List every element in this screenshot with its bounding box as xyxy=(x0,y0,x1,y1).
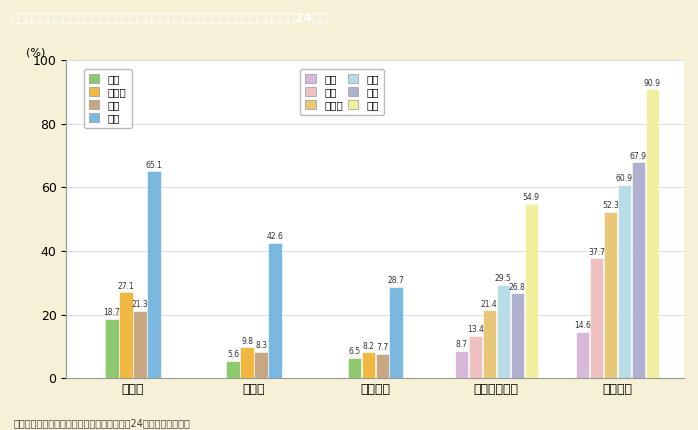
Text: 14.6: 14.6 xyxy=(574,321,591,330)
Text: 26.8: 26.8 xyxy=(509,283,526,292)
Text: 67.9: 67.9 xyxy=(630,152,647,161)
Bar xyxy=(147,171,161,378)
Bar xyxy=(618,184,631,378)
Bar xyxy=(632,163,645,378)
Bar xyxy=(646,89,659,378)
Bar xyxy=(105,319,119,378)
Bar xyxy=(576,332,589,378)
Text: 8.2: 8.2 xyxy=(362,342,374,351)
Text: 42.6: 42.6 xyxy=(267,232,283,241)
Bar xyxy=(511,293,524,378)
Text: 65.1: 65.1 xyxy=(145,161,163,170)
Bar xyxy=(482,310,496,378)
Bar xyxy=(497,285,510,378)
Text: 7.7: 7.7 xyxy=(376,343,388,352)
Text: 8.7: 8.7 xyxy=(455,340,468,349)
Text: 29.5: 29.5 xyxy=(495,274,512,283)
Text: 90.9: 90.9 xyxy=(644,79,661,88)
Text: 5.6: 5.6 xyxy=(227,350,239,359)
Text: 54.9: 54.9 xyxy=(523,193,540,202)
Legend: 学長, 教授, 准教授, 講師, 助教, 助手: 学長, 教授, 准教授, 講師, 助教, 助手 xyxy=(300,69,385,115)
Bar xyxy=(268,243,282,378)
Text: （備考）文部科学省「学校基本調査」（平成24年度）より作成。: （備考）文部科学省「学校基本調査」（平成24年度）より作成。 xyxy=(14,418,191,428)
Text: 18.7: 18.7 xyxy=(103,308,120,317)
Bar xyxy=(525,204,538,378)
Text: 28.7: 28.7 xyxy=(388,276,405,286)
Bar xyxy=(604,212,617,378)
Bar xyxy=(226,361,239,378)
Text: 第１－７－５図　本務教員総数に占める女性の割合（初等中等教育，高等教育，平成24年）: 第１－７－５図 本務教員総数に占める女性の割合（初等中等教育，高等教育，平成24… xyxy=(10,12,328,25)
Text: (%): (%) xyxy=(26,47,45,57)
Bar xyxy=(133,310,147,378)
Text: 52.3: 52.3 xyxy=(602,201,619,210)
Bar xyxy=(362,352,375,378)
Bar xyxy=(119,292,133,378)
Bar xyxy=(348,358,361,378)
Bar xyxy=(254,352,268,378)
Text: 8.3: 8.3 xyxy=(255,341,267,350)
Text: 6.5: 6.5 xyxy=(348,347,360,356)
Text: 13.4: 13.4 xyxy=(467,325,484,334)
Text: 60.9: 60.9 xyxy=(616,174,633,183)
Bar xyxy=(389,287,403,378)
Bar xyxy=(376,354,389,378)
Text: 21.3: 21.3 xyxy=(131,300,148,309)
Bar xyxy=(240,347,253,378)
Bar xyxy=(590,258,603,378)
Text: 9.8: 9.8 xyxy=(241,337,253,346)
Text: 27.1: 27.1 xyxy=(117,282,134,291)
Text: 37.7: 37.7 xyxy=(588,248,605,257)
Bar xyxy=(454,351,468,378)
Bar xyxy=(468,336,482,378)
Text: 21.4: 21.4 xyxy=(481,300,498,309)
